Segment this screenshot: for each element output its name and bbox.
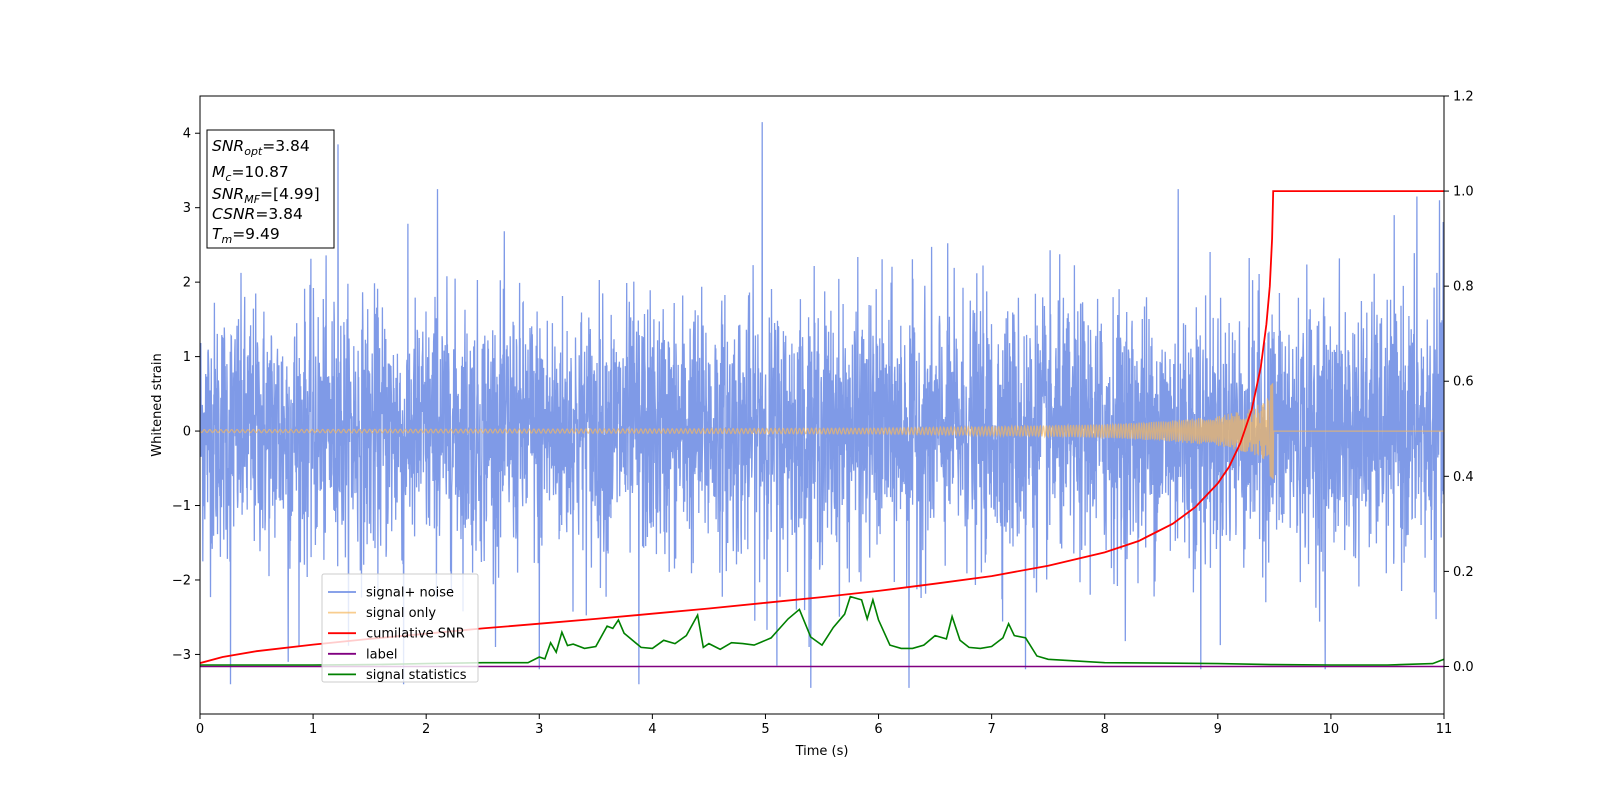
x-tick-label: 9: [1214, 722, 1222, 737]
annotation-csnr: CSNR=3.84: [212, 205, 303, 223]
x-tick-label: 2: [422, 722, 430, 737]
x-axis-label: Time (s): [795, 744, 849, 759]
y-left-tick-label: −2: [172, 573, 191, 588]
legend-entry: signal+ noise: [366, 586, 454, 601]
annotation-box: SNRopt=3.84 Mc=10.87 SNRMF=[4.99] CSNR=3…: [206, 129, 335, 249]
x-tick-label: 8: [1101, 722, 1109, 737]
x-axis: 0 1 2 3 4 5 6 7 8 9 10 11: [196, 714, 1452, 737]
legend-entry: label: [366, 647, 397, 662]
x-tick-label: 7: [987, 722, 995, 737]
x-tick-label: 1: [309, 722, 317, 737]
legend-entry: cumilative SNR: [366, 627, 465, 642]
axes-frame: [199, 95, 1445, 715]
series-signal-statistics: [200, 595, 1444, 666]
legend-entry: signal only: [366, 606, 436, 621]
annotation-tm: Tm=9.49: [212, 225, 280, 246]
y-right-tick-label: 0.8: [1453, 280, 1474, 295]
x-tick-label: 4: [648, 722, 656, 737]
x-tick-label: 3: [535, 722, 543, 737]
legend-entry: signal statistics: [366, 668, 467, 683]
annotation-snr-mf: SNRMF=[4.99]: [212, 185, 320, 206]
y-left-tick-label: 3: [183, 201, 191, 216]
y-left-tick-label: 4: [183, 127, 191, 142]
y-axis-right: 0.0 0.2 0.4 0.6 0.8 1.0 1.2: [1444, 90, 1474, 675]
y-right-tick-label: 1.0: [1453, 185, 1474, 200]
y-right-tick-label: 1.2: [1453, 90, 1474, 105]
x-tick-label: 6: [874, 722, 882, 737]
annotation-snr-opt: SNRopt=3.84: [212, 137, 310, 158]
y-right-tick-label: 0.6: [1453, 375, 1474, 390]
x-tick-label: 11: [1436, 722, 1453, 737]
y-left-tick-label: −3: [172, 648, 191, 663]
x-tick-label: 10: [1323, 722, 1340, 737]
y-right-tick-label: 0.0: [1453, 660, 1474, 675]
y-left-tick-label: −1: [172, 499, 191, 514]
y-axis-left: −3 −2 −1 0 1 2 3 4: [172, 127, 200, 663]
annotation-mc: Mc=10.87: [212, 163, 289, 184]
y-right-tick-label: 0.2: [1453, 565, 1474, 580]
y-left-tick-label: 2: [183, 276, 191, 291]
x-tick-label: 5: [761, 722, 769, 737]
y-left-tick-label: 0: [183, 425, 191, 440]
x-tick-label: 0: [196, 722, 204, 737]
y-axis-label: Whitened strain: [150, 353, 165, 456]
y-left-tick-label: 1: [183, 350, 191, 365]
series-signal-only: [200, 383, 1444, 480]
series-signal-noise: [200, 122, 1444, 688]
y-right-tick-label: 0.4: [1453, 470, 1474, 485]
legend: signal+ noise signal only cumilative SNR la…: [321, 573, 479, 683]
